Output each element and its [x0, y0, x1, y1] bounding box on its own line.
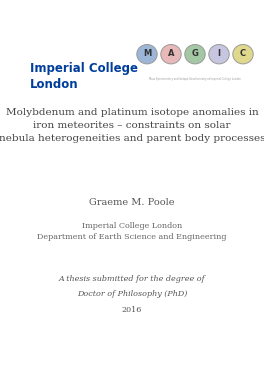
Text: C: C — [240, 49, 246, 58]
Ellipse shape — [137, 44, 157, 64]
Text: Imperial College
London: Imperial College London — [30, 62, 138, 91]
Ellipse shape — [209, 44, 229, 64]
Text: Mass Spectrometry and Isotope Geochemistry at Imperial College London: Mass Spectrometry and Isotope Geochemist… — [149, 77, 241, 81]
Text: 2016: 2016 — [122, 306, 142, 314]
Text: A thesis submitted for the degree of: A thesis submitted for the degree of — [59, 275, 205, 283]
Text: I: I — [218, 49, 220, 58]
Text: Imperial College London
Department of Earth Science and Engineering: Imperial College London Department of Ea… — [37, 222, 227, 241]
Text: A: A — [168, 49, 174, 58]
Text: Graeme M. Poole: Graeme M. Poole — [89, 198, 175, 207]
Text: Doctor of Philosophy (PhD): Doctor of Philosophy (PhD) — [77, 290, 187, 298]
Ellipse shape — [185, 44, 205, 64]
Text: G: G — [192, 49, 199, 58]
Ellipse shape — [233, 44, 253, 64]
Ellipse shape — [161, 44, 181, 64]
Text: Molybdenum and platinum isotope anomalies in
iron meteorites – constraints on so: Molybdenum and platinum isotope anomalie… — [0, 108, 264, 143]
Text: M: M — [143, 49, 151, 58]
